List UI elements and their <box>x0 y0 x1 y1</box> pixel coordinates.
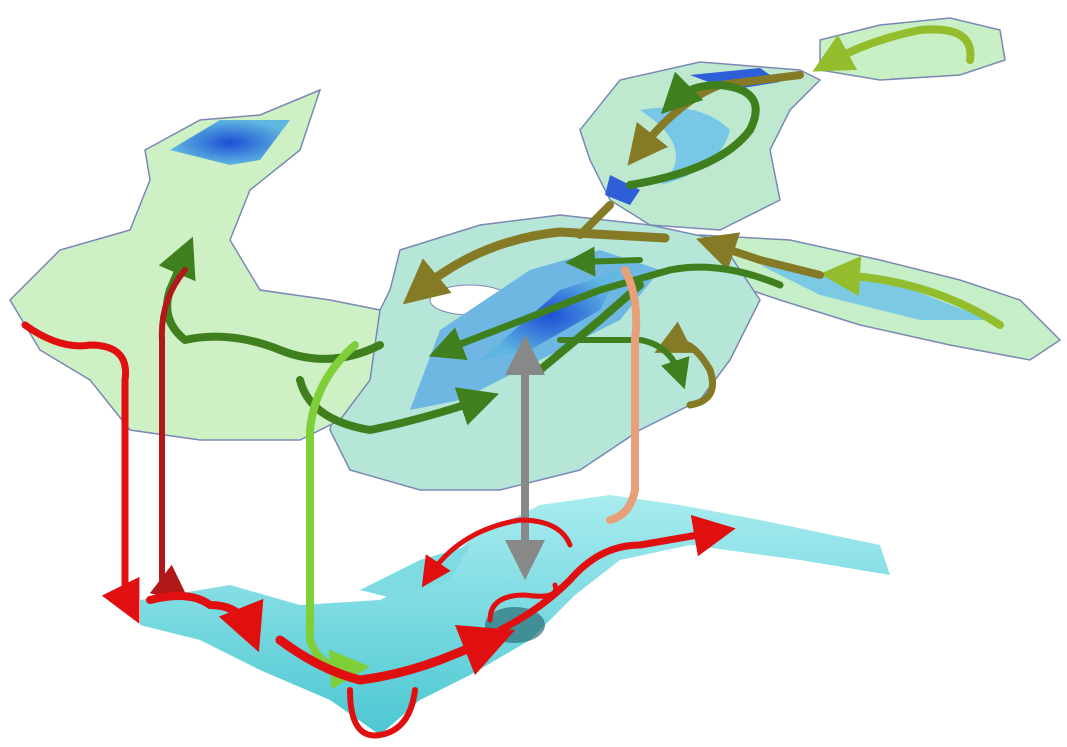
deep-current-arrow <box>146 592 264 653</box>
surface-current-arrow <box>812 25 975 72</box>
circulation-arrows <box>21 25 1004 739</box>
surface-current-arrow <box>565 246 643 277</box>
surface-current-arrow <box>820 256 1004 329</box>
surface-current-arrow <box>626 71 760 189</box>
deep-current-arrow <box>275 624 516 685</box>
vertical-exchange-arrow <box>606 266 641 524</box>
surface-current-arrow <box>557 337 690 390</box>
deep-current-arrow <box>347 687 418 739</box>
gulf-deep <box>690 68 780 90</box>
northwest-deep <box>170 120 290 165</box>
surface-current-arrow <box>576 201 614 239</box>
surface-current-arrow <box>296 376 499 434</box>
eastern-mid-depth <box>760 265 990 320</box>
vertical-exchange-arrow <box>21 321 140 624</box>
surface-current-arrow <box>428 263 784 361</box>
strait-deep <box>605 175 640 205</box>
surface-current-arrow <box>402 227 670 305</box>
surface-current-arrow <box>696 232 824 279</box>
deep-basins <box>140 495 890 735</box>
deep-current-arrow <box>496 514 736 634</box>
deep-current-arrow <box>487 582 559 623</box>
vertical-exchange-arrow <box>149 267 190 601</box>
surface-current-arrow <box>158 236 384 363</box>
deep-current-arrow <box>421 517 573 588</box>
surface-current-arrow <box>536 281 644 374</box>
surface-current-arrow <box>654 321 716 409</box>
sea-surface <box>9 17 1062 491</box>
